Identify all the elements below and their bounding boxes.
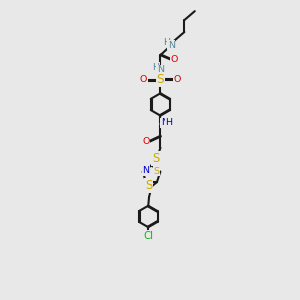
Text: N: N <box>161 118 168 127</box>
Text: H: H <box>165 118 172 127</box>
Text: N: N <box>145 179 152 188</box>
Text: N: N <box>157 65 164 74</box>
Text: S: S <box>145 179 152 192</box>
Text: H: H <box>152 63 159 72</box>
Text: H: H <box>163 38 170 46</box>
Text: S: S <box>157 73 164 86</box>
Text: Cl: Cl <box>143 231 153 241</box>
Text: O: O <box>142 136 150 146</box>
Text: N: N <box>142 166 149 175</box>
Text: N: N <box>168 40 175 50</box>
Text: O: O <box>174 75 181 84</box>
Text: S: S <box>154 167 160 176</box>
Text: O: O <box>140 75 147 84</box>
Text: O: O <box>170 55 178 64</box>
Text: S: S <box>152 152 160 165</box>
